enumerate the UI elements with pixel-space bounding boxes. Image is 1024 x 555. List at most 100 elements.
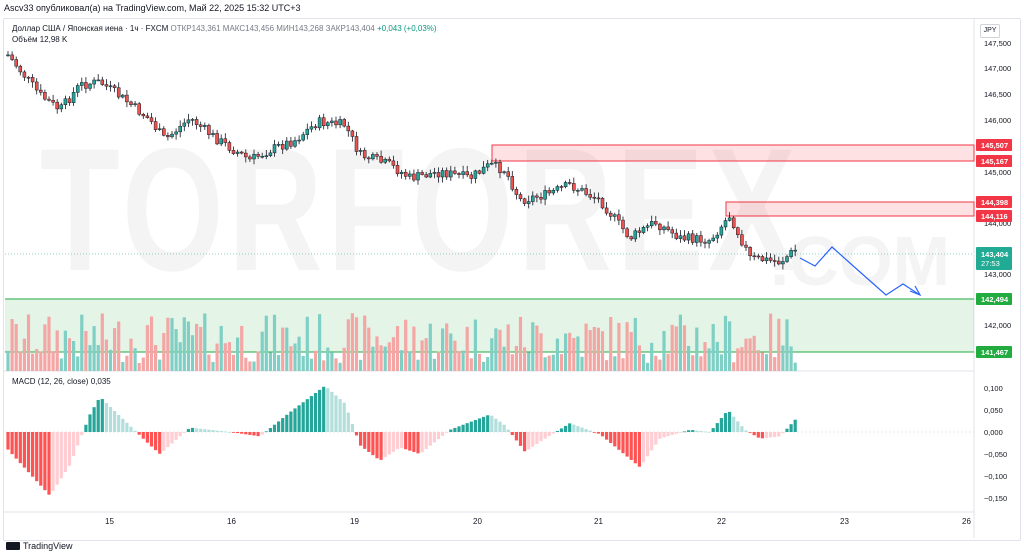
macd-bar: [695, 430, 699, 432]
footer-brand[interactable]: TradingView: [6, 539, 73, 553]
macd-bar: [412, 432, 416, 452]
candle-body: [662, 226, 666, 231]
candle-body: [567, 182, 572, 184]
macd-bar: [92, 407, 96, 432]
time-tick-label: 15: [105, 517, 114, 526]
volume-bar: [699, 356, 703, 371]
candle-body: [760, 256, 765, 262]
macd-tick-label: 0,100: [984, 384, 1003, 393]
volume-bar: [596, 327, 600, 371]
time-tick-label: 19: [350, 517, 359, 526]
candle-body: [654, 221, 658, 225]
chart-frame[interactable]: [3, 18, 1021, 541]
candles[interactable]: [6, 51, 797, 270]
macd-bar: [506, 429, 510, 432]
time-tick-label: 16: [227, 517, 236, 526]
candle-body: [781, 261, 785, 265]
macd-bar: [523, 432, 527, 452]
forecast-arrow[interactable]: [799, 246, 922, 297]
macd-axis[interactable]: 0,100 0,050 0,000 −0,050 −0,100 −0,150: [984, 384, 1007, 503]
time-axis[interactable]: 15 16 19 20 21 22 23 26: [105, 517, 971, 526]
volume-bar: [769, 313, 773, 371]
volume-bar: [326, 347, 330, 371]
candle-body: [711, 237, 715, 241]
macd-bar: [748, 432, 752, 433]
macd-bar: [227, 431, 231, 433]
candle-body: [207, 125, 211, 135]
macd-bar: [207, 429, 211, 432]
volume-bar: [354, 317, 359, 371]
macd-bar: [613, 432, 617, 447]
macd-bar: [170, 432, 174, 444]
candle-body: [526, 201, 531, 204]
candle-body: [43, 92, 47, 100]
volume-bar: [707, 348, 711, 371]
macd-bar: [687, 430, 691, 432]
candle-body: [658, 223, 662, 231]
volume-bar: [424, 338, 428, 371]
volume-bar: [227, 342, 231, 371]
candle-body: [338, 119, 342, 126]
volume-bar: [666, 353, 670, 371]
macd-bar: [313, 392, 318, 432]
volume-bar: [14, 323, 18, 371]
volume-bar: [170, 318, 174, 371]
volume-bar: [158, 359, 162, 371]
volume-bar: [10, 319, 14, 371]
candle-body: [469, 174, 474, 179]
candle-body: [121, 94, 125, 98]
symbol-legend[interactable]: Доллар США / Японская иена · 1ч · FXCM О…: [12, 24, 437, 34]
candle-body: [313, 126, 318, 129]
macd-bar: [322, 386, 326, 432]
currency-button[interactable]: JPY: [980, 24, 1000, 38]
volume-bar: [633, 317, 637, 371]
volume-bar: [281, 327, 285, 371]
volume-bar: [404, 319, 408, 371]
candle-body: [334, 120, 338, 126]
volume-bar: [498, 329, 502, 371]
candle-body: [490, 162, 494, 165]
price-tick-label: 147,000: [984, 64, 1011, 73]
macd-bar: [760, 432, 764, 439]
candle-body: [80, 82, 84, 86]
macd-bar: [354, 432, 359, 436]
instrument-name[interactable]: Доллар США / Японская иена · 1ч · FXCM: [12, 24, 169, 33]
volume-bar: [166, 317, 170, 371]
candle-body: [420, 172, 424, 175]
candle-body: [502, 171, 506, 174]
macd-bar: [436, 432, 441, 440]
macd-bar: [96, 399, 100, 432]
macd-bar: [691, 430, 695, 432]
candle-body: [686, 233, 691, 241]
volume-bar: [35, 348, 39, 371]
volume-bar: [182, 317, 186, 371]
candle-body: [731, 217, 736, 228]
macd-bar: [125, 422, 129, 432]
macd-bar: [424, 432, 428, 449]
volume-bar: [22, 338, 26, 371]
resistance-zones[interactable]: [491, 144, 975, 217]
macd-bar: [379, 432, 383, 460]
watermark-text: TORFOREX: [40, 113, 800, 308]
price-marker-label: 144,116: [981, 212, 1008, 221]
volume-bar: [408, 351, 412, 371]
candle-body: [342, 119, 346, 127]
macd-bar: [59, 432, 63, 479]
candle-body: [256, 154, 260, 157]
macd-tick-label: −0,100: [984, 472, 1007, 481]
volume-bar: [486, 357, 490, 371]
volume-bar: [67, 338, 72, 371]
price-tick-label: 145,000: [984, 168, 1011, 177]
candle-body: [371, 154, 375, 160]
macd-bar: [535, 432, 539, 444]
macd-bar: [514, 432, 518, 441]
volume-bar: [428, 323, 432, 371]
macd-bar: [326, 388, 330, 432]
macd-bar: [297, 405, 301, 432]
candle-body: [104, 84, 109, 87]
macd-legend[interactable]: MACD (12, 26, close) 0,035: [12, 377, 111, 387]
volume-legend[interactable]: Объём 12,98 K: [12, 35, 67, 45]
candle-body: [440, 170, 445, 178]
macd-histogram: [6, 386, 797, 495]
